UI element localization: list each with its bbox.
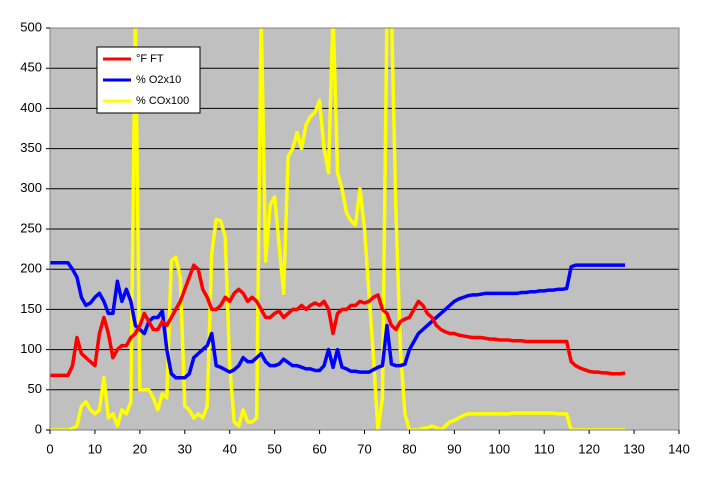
legend-label: % O2x10 xyxy=(136,74,181,86)
x-tick-label: 90 xyxy=(447,441,461,456)
x-tick-label: 30 xyxy=(178,441,192,456)
x-tick-label: 40 xyxy=(222,441,236,456)
legend-label: °F FT xyxy=(136,53,164,65)
x-tick-label: 50 xyxy=(267,441,281,456)
x-tick-label: 70 xyxy=(357,441,371,456)
y-tick-label: 500 xyxy=(20,19,42,34)
x-tick-label: 20 xyxy=(133,441,147,456)
series-line xyxy=(50,28,626,430)
x-tick-label: 80 xyxy=(402,441,416,456)
x-tick-label: 10 xyxy=(88,441,102,456)
legend-label: % COx100 xyxy=(136,95,189,107)
x-tick-label: 110 xyxy=(534,441,555,456)
y-tick-label: 450 xyxy=(20,60,42,75)
series-line xyxy=(50,261,626,380)
x-tick-label: 0 xyxy=(46,441,53,456)
series-line xyxy=(50,263,626,378)
y-tick-label: 100 xyxy=(20,341,42,356)
y-tick-label: 150 xyxy=(20,301,42,316)
x-tick-label: 130 xyxy=(623,441,645,456)
y-tick-label: 0 xyxy=(35,421,42,436)
x-tick-label: 100 xyxy=(488,441,510,456)
x-tick-label: 60 xyxy=(312,441,326,456)
y-tick-label: 300 xyxy=(20,180,42,195)
y-tick-label: 250 xyxy=(20,220,42,235)
y-tick-label: 200 xyxy=(20,261,42,276)
x-tick-label: 140 xyxy=(668,441,690,456)
y-tick-label: 50 xyxy=(28,381,42,396)
x-tick-label: 120 xyxy=(578,441,600,456)
y-tick-label: 400 xyxy=(20,100,42,115)
y-tick-label: 350 xyxy=(20,140,42,155)
